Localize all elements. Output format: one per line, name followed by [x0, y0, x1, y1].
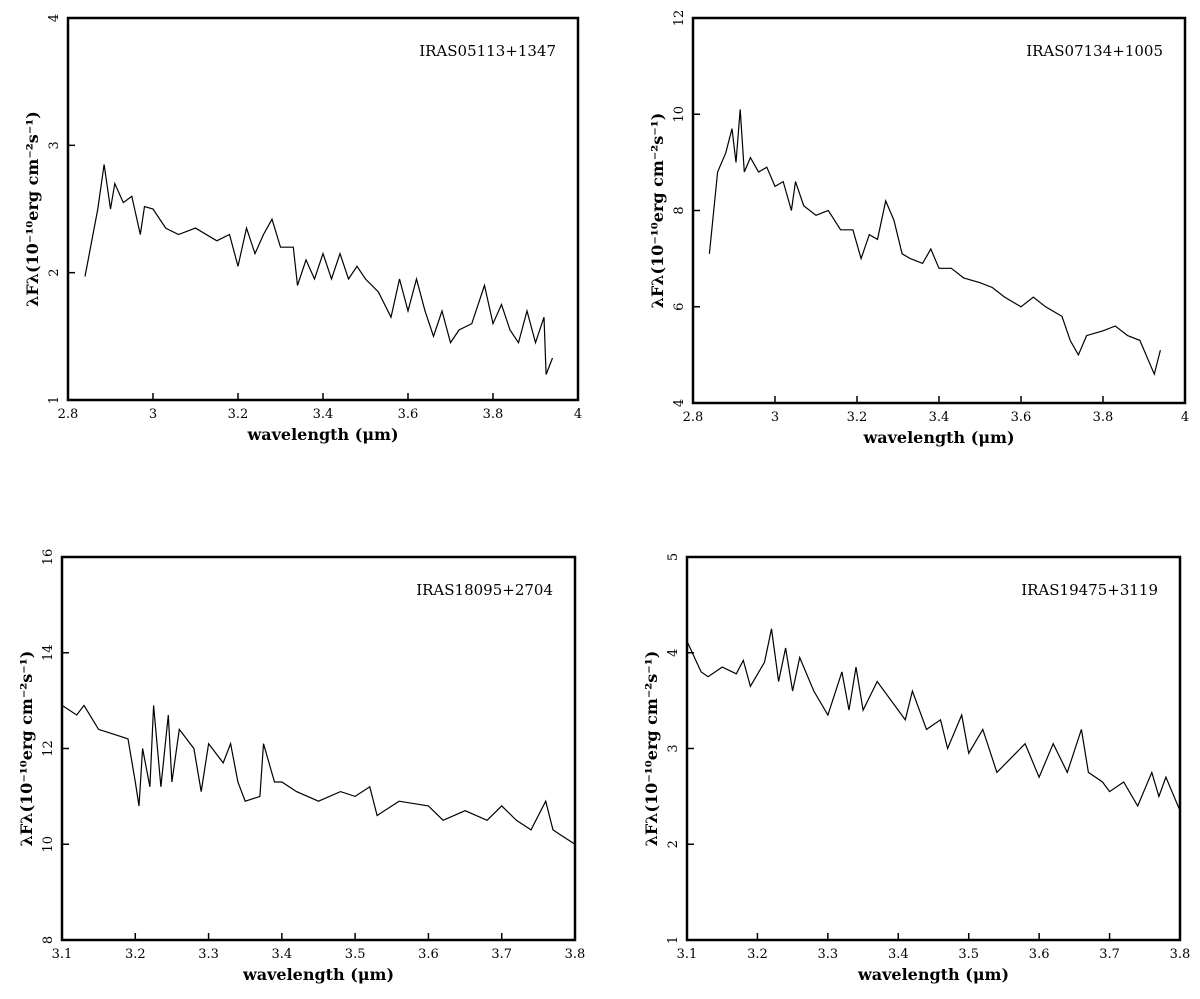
- y-tick-label: 8: [672, 206, 687, 214]
- y-tick-label: 2: [47, 269, 62, 277]
- x-axis-label: wavelength (μm): [242, 965, 394, 984]
- y-tick-label: 5: [666, 553, 681, 561]
- x-tick-label: 3.4: [888, 947, 909, 962]
- spectrum-line: [84, 164, 554, 375]
- x-tick-label: 3.6: [418, 947, 439, 962]
- x-tick-label: 3.6: [1029, 947, 1050, 962]
- x-tick-label: 3.7: [491, 947, 512, 962]
- spectrum-line: [708, 109, 1161, 376]
- y-tick-label: 2: [666, 840, 681, 848]
- x-tick-label: 3.6: [398, 407, 419, 422]
- x-axis-label: wavelength (μm): [862, 428, 1014, 447]
- x-tick-label: 3.8: [1170, 947, 1191, 962]
- x-tick-label: 4: [574, 407, 582, 422]
- x-tick-label: 3.2: [228, 407, 249, 422]
- x-tick-label: 3.6: [1011, 410, 1032, 425]
- x-tick-label: 3.8: [565, 947, 586, 962]
- x-tick-label: 4: [1181, 410, 1189, 425]
- x-tick-label: 3.1: [52, 947, 73, 962]
- x-axis-label: wavelength (μm): [246, 425, 398, 444]
- plot-frame: [691, 16, 1187, 405]
- y-tick-label: 6: [672, 303, 687, 311]
- x-tick-label: 3.8: [1093, 410, 1114, 425]
- source-name: IRAS05113+1347: [419, 42, 556, 60]
- x-tick-label: 3.4: [313, 407, 334, 422]
- plot-frame: [685, 555, 1182, 942]
- x-tick-label: 2.8: [58, 407, 79, 422]
- x-tick-label: 3.4: [272, 947, 293, 962]
- y-tick-label: 10: [41, 836, 56, 853]
- y-tick-label: 10: [672, 106, 687, 123]
- spectrum-line: [61, 704, 576, 845]
- x-tick-label: 2.8: [683, 410, 704, 425]
- source-name: IRAS07134+1005: [1026, 42, 1163, 60]
- x-tick-label: 3.4: [929, 410, 950, 425]
- y-tick-label: 1: [47, 396, 62, 404]
- x-tick-label: 3: [771, 410, 779, 425]
- spectrum-line: [686, 628, 1181, 811]
- y-axis-label: λFλ(10⁻¹⁰erg cm⁻²s⁻¹): [23, 111, 42, 307]
- y-axis-label: λFλ(10⁻¹⁰erg cm⁻²s⁻¹): [17, 651, 36, 847]
- y-tick-label: 14: [41, 644, 56, 661]
- plot-frame: [60, 555, 577, 942]
- x-tick-label: 3.2: [847, 410, 868, 425]
- y-tick-label: 8: [41, 936, 56, 944]
- y-axis-label: λFλ(10⁻¹⁰erg cm⁻²s⁻¹): [642, 651, 661, 847]
- y-tick-label: 16: [41, 549, 56, 566]
- y-tick-label: 4: [47, 14, 62, 22]
- source-name: IRAS19475+3119: [1021, 581, 1158, 599]
- y-tick-label: 1: [666, 936, 681, 944]
- x-tick-label: 3.3: [198, 947, 219, 962]
- y-tick-label: 4: [666, 649, 681, 657]
- y-tick-label: 4: [672, 399, 687, 407]
- x-tick-label: 3.8: [483, 407, 504, 422]
- x-tick-label: 3: [149, 407, 157, 422]
- y-tick-label: 12: [41, 740, 56, 757]
- x-tick-label: 3.2: [747, 947, 768, 962]
- x-tick-label: 3.7: [1099, 947, 1120, 962]
- y-axis-label: λFλ(10⁻¹⁰erg cm⁻²s⁻¹): [648, 113, 667, 309]
- x-axis-label: wavelength (μm): [857, 965, 1009, 984]
- y-tick-label: 3: [666, 744, 681, 752]
- y-tick-label: 12: [672, 10, 687, 27]
- y-tick-label: 3: [47, 141, 62, 149]
- x-tick-label: 3.3: [818, 947, 839, 962]
- x-tick-label: 3.5: [345, 947, 366, 962]
- x-tick-label: 3.5: [958, 947, 979, 962]
- source-name: IRAS18095+2704: [416, 581, 553, 599]
- x-tick-label: 3.1: [677, 947, 698, 962]
- x-tick-label: 3.2: [125, 947, 146, 962]
